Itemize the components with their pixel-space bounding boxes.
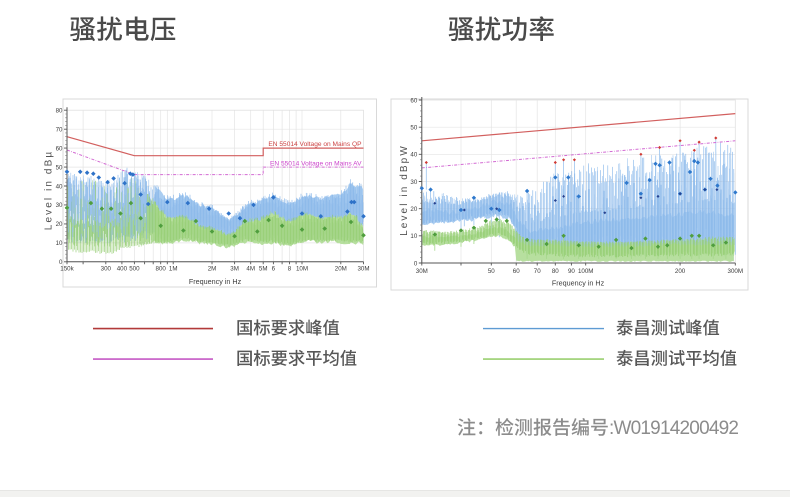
svg-text:Frequency in Hz: Frequency in Hz (189, 277, 242, 286)
svg-text:60: 60 (513, 268, 520, 275)
svg-text:80: 80 (56, 108, 63, 115)
svg-text:30M: 30M (357, 266, 369, 273)
svg-text:20: 20 (410, 206, 417, 213)
svg-text:20M: 20M (335, 266, 347, 273)
svg-text:EN 55014 Voltage on Mains QP: EN 55014 Voltage on Mains QP (268, 141, 362, 148)
svg-text:10: 10 (56, 240, 63, 247)
svg-text:5M: 5M (259, 266, 268, 273)
svg-text:300: 300 (101, 266, 112, 273)
svg-text:Frequency in Hz: Frequency in Hz (552, 279, 605, 288)
svg-text:40: 40 (56, 183, 63, 190)
svg-text:2M: 2M (208, 266, 217, 273)
svg-text:500: 500 (129, 266, 140, 273)
svg-text:30M: 30M (416, 268, 428, 275)
svg-text:50: 50 (56, 164, 63, 171)
svg-text:6: 6 (272, 266, 276, 273)
svg-text:40: 40 (410, 152, 417, 159)
svg-text:150k: 150k (60, 266, 74, 273)
svg-text:3M: 3M (230, 266, 239, 273)
svg-text:400: 400 (117, 266, 128, 273)
svg-text:30: 30 (56, 202, 63, 209)
svg-text:60: 60 (56, 145, 63, 152)
svg-text:0: 0 (59, 259, 63, 266)
svg-text:0: 0 (414, 260, 418, 267)
svg-text:1M: 1M (169, 266, 178, 273)
svg-text:800: 800 (156, 266, 167, 273)
svg-text:10: 10 (410, 233, 417, 240)
svg-text:20: 20 (56, 221, 63, 228)
svg-text:70: 70 (56, 127, 63, 134)
svg-text:Level in dBpW: Level in dBpW (399, 144, 410, 236)
svg-text:4M: 4M (246, 266, 255, 273)
svg-text:10M: 10M (296, 266, 308, 273)
svg-text:80: 80 (552, 268, 559, 275)
svg-text:30: 30 (410, 179, 417, 186)
svg-text:70: 70 (534, 268, 541, 275)
svg-text:200: 200 (675, 268, 686, 275)
svg-text:90: 90 (568, 268, 575, 275)
svg-text:50: 50 (488, 268, 495, 275)
svg-text:60: 60 (410, 97, 417, 104)
svg-text:Level in dBµ: Level in dBµ (44, 150, 55, 230)
svg-text:300M: 300M (728, 268, 743, 275)
svg-text::W01914200492: :W01914200492 (609, 418, 739, 439)
svg-text:50: 50 (410, 125, 417, 132)
svg-text:100M: 100M (578, 268, 593, 275)
svg-text:EN 55014 Voltage on Mains AV: EN 55014 Voltage on Mains AV (270, 160, 362, 167)
svg-text:8: 8 (288, 266, 292, 273)
